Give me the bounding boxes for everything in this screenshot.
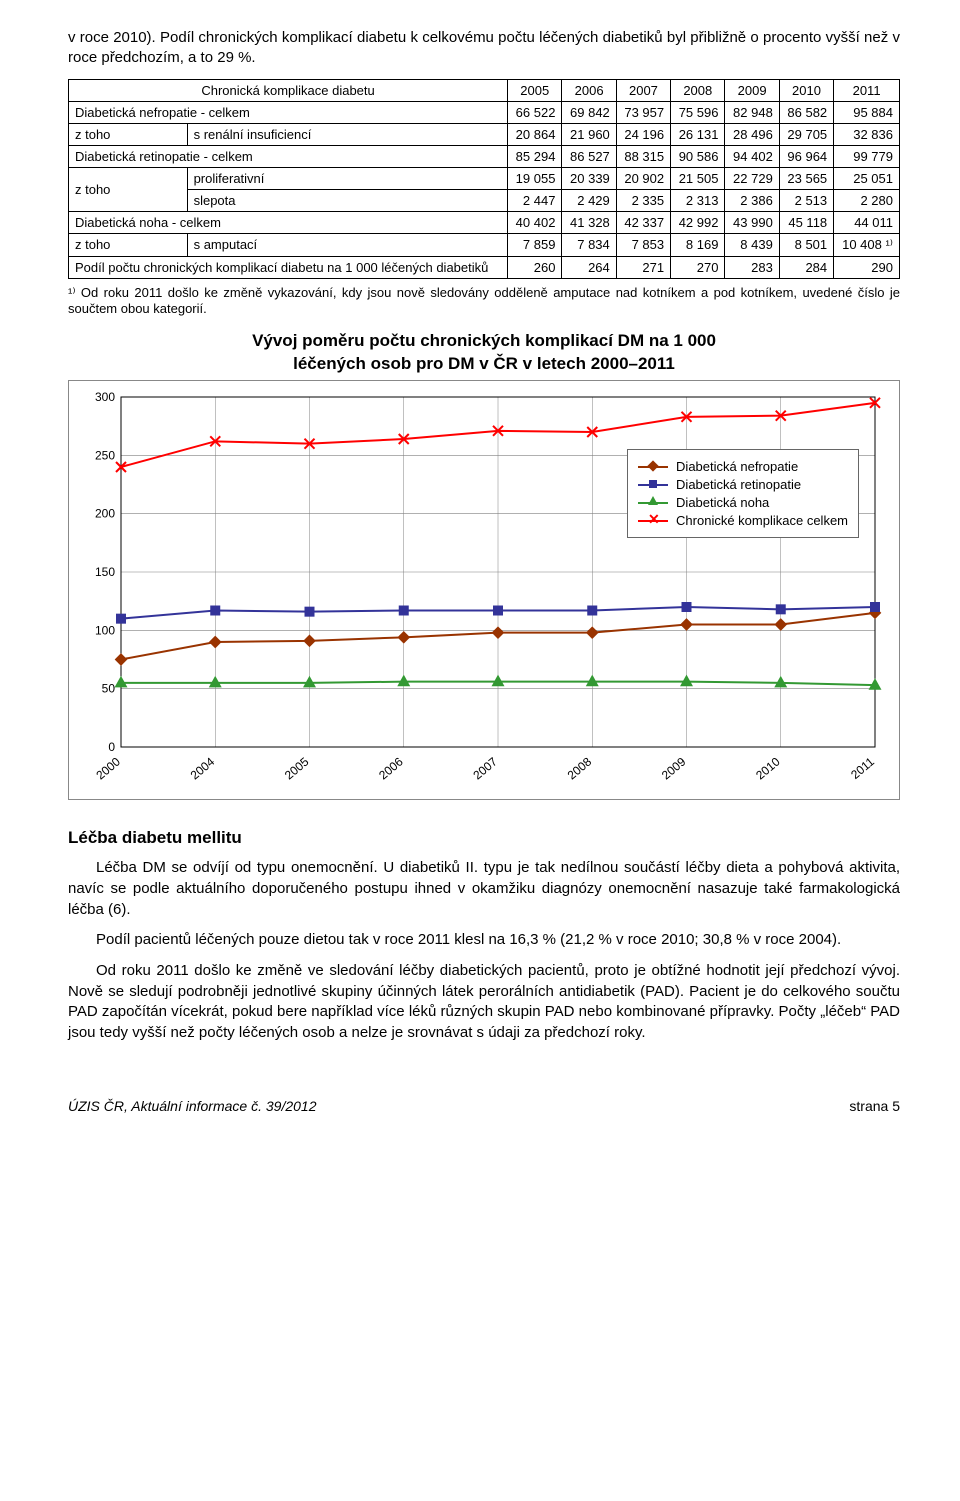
table-row: slepota 2 447 2 429 2 335 2 313 2 386 2 … bbox=[69, 189, 900, 211]
svg-text:100: 100 bbox=[95, 623, 115, 637]
legend-label: Diabetická noha bbox=[676, 495, 769, 510]
svg-text:2008: 2008 bbox=[565, 755, 595, 783]
svg-text:2011: 2011 bbox=[848, 755, 877, 783]
svg-text:2009: 2009 bbox=[659, 755, 689, 783]
legend-label: Diabetická retinopatie bbox=[676, 477, 801, 492]
year-col: 2011 bbox=[834, 79, 900, 101]
legend-item: Diabetická noha bbox=[638, 495, 848, 510]
year-col: 2007 bbox=[616, 79, 670, 101]
legend-item: Diabetická retinopatie bbox=[638, 477, 848, 492]
svg-text:300: 300 bbox=[95, 390, 115, 404]
section-heading: Léčba diabetu mellitu bbox=[68, 828, 900, 848]
svg-text:50: 50 bbox=[102, 682, 116, 696]
svg-text:2006: 2006 bbox=[376, 755, 406, 783]
year-col: 2010 bbox=[779, 79, 833, 101]
svg-text:0: 0 bbox=[108, 740, 115, 754]
svg-text:2000: 2000 bbox=[93, 755, 123, 783]
body-paragraph: Podíl pacientů léčených pouze dietou tak… bbox=[68, 930, 900, 951]
legend-item: ✕Chronické komplikace celkem bbox=[638, 513, 848, 528]
svg-text:150: 150 bbox=[95, 565, 115, 579]
table-row: z toho s amputací 7 859 7 834 7 853 8 16… bbox=[69, 233, 900, 256]
legend-label: Diabetická nefropatie bbox=[676, 459, 798, 474]
body-paragraph: Léčba DM se odvíjí od typu onemocnění. U… bbox=[68, 858, 900, 920]
svg-text:2004: 2004 bbox=[188, 755, 218, 783]
table-row: Diabetická noha - celkem 40 402 41 328 4… bbox=[69, 211, 900, 233]
year-col: 2009 bbox=[725, 79, 779, 101]
chart-legend: Diabetická nefropatie Diabetická retinopa… bbox=[627, 449, 859, 538]
chart-title: Vývoj poměru počtu chronických komplikac… bbox=[148, 330, 820, 376]
table-header-label: Chronická komplikace diabetu bbox=[69, 79, 508, 101]
table-row: Diabetická retinopatie - celkem 85 294 8… bbox=[69, 145, 900, 167]
legend-item: Diabetická nefropatie bbox=[638, 459, 848, 474]
line-chart: 0 50 100 150 200 250 300 2000 2004 2005 2006 2007 20… bbox=[68, 380, 900, 800]
svg-text:200: 200 bbox=[95, 507, 115, 521]
legend-label: Chronické komplikace celkem bbox=[676, 513, 848, 528]
svg-text:2010: 2010 bbox=[753, 755, 783, 783]
table-row: Diabetická nefropatie - celkem 66 522 69… bbox=[69, 101, 900, 123]
svg-text:2005: 2005 bbox=[282, 755, 312, 783]
year-col: 2008 bbox=[671, 79, 725, 101]
body-paragraph: Od roku 2011 došlo ke změně ve sledování… bbox=[68, 961, 900, 1044]
complications-table: Chronická komplikace diabetu 2005 2006 2… bbox=[68, 79, 900, 279]
table-row: z toho proliferativní 19 055 20 339 20 9… bbox=[69, 167, 900, 189]
table-row: Podíl počtu chronických komplikací diabe… bbox=[69, 256, 900, 278]
intro-paragraph: v roce 2010). Podíl chronických komplika… bbox=[68, 28, 900, 69]
svg-text:250: 250 bbox=[95, 448, 115, 462]
footer-page: strana 5 bbox=[849, 1098, 900, 1114]
table-row: z toho s renální insuficiencí 20 864 21 … bbox=[69, 123, 900, 145]
svg-text:2007: 2007 bbox=[470, 755, 500, 783]
footer-source: ÚZIS ČR, Aktuální informace č. 39/2012 bbox=[68, 1098, 316, 1114]
year-col: 2006 bbox=[562, 79, 616, 101]
page-footer: ÚZIS ČR, Aktuální informace č. 39/2012 s… bbox=[68, 1098, 900, 1114]
table-footnote: ¹⁾ Od roku 2011 došlo ke změně vykazován… bbox=[68, 285, 900, 319]
year-col: 2005 bbox=[508, 79, 562, 101]
